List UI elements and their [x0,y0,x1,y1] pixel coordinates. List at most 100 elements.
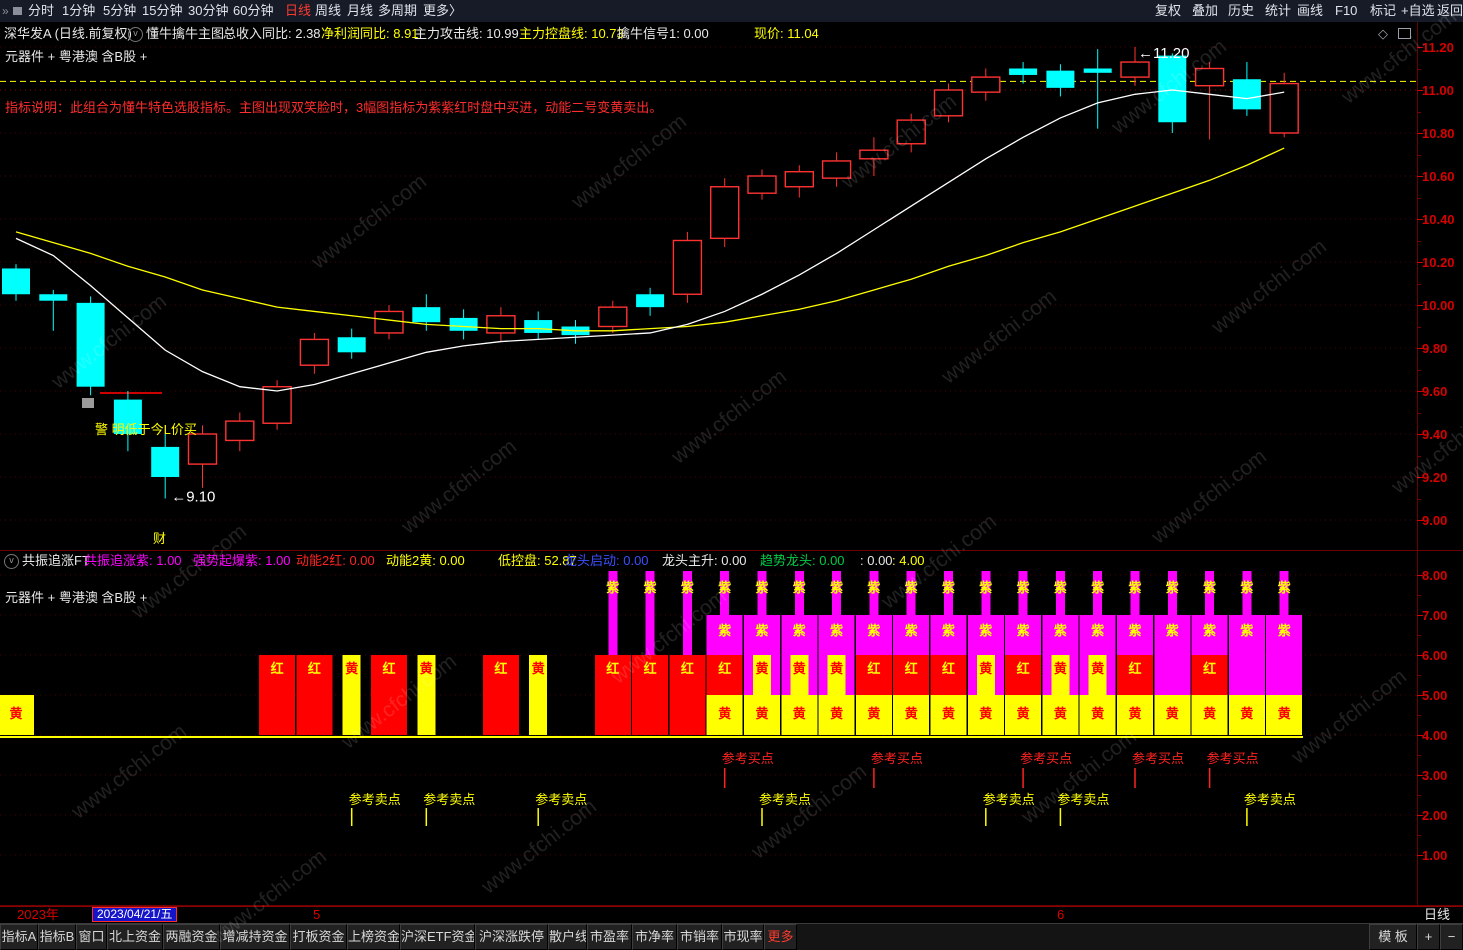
window-icon[interactable] [13,7,22,15]
axis-tick [1417,90,1423,91]
bar-label: 黄 [718,706,731,721]
toolbar-button[interactable]: 市现率 [722,924,764,950]
top-menu-item[interactable]: 复权 [1155,3,1182,18]
axis-tick-minor [1417,240,1421,242]
toolbar-button[interactable]: 增减持资金 [220,924,290,950]
axis-tick-minor [1417,715,1421,716]
toolbar-button[interactable]: − [1440,924,1463,950]
top-menu-item[interactable]: F10 [1335,3,1358,18]
bar-label: 红 [494,661,507,676]
period-item[interactable]: 多周期 [378,3,418,18]
popout-window-icon[interactable] [1398,28,1411,39]
candle [486,315,516,334]
bar-label: 紫 [979,580,992,595]
sub-indicator-value: : 0.00 [860,553,893,568]
news-marker[interactable]: 财 [153,531,166,546]
indicator-bar [855,655,892,695]
bar-label: 紫 [793,623,806,638]
bar-label: 紫 [867,623,880,638]
period-item[interactable]: 1分钟 [62,3,96,18]
toolbar-button[interactable]: 模 板 [1369,924,1417,950]
indicator-bar [1079,695,1116,735]
toolbar-button[interactable]: 市净率 [632,924,677,950]
indicator-bar [1042,695,1079,735]
toolbar-button[interactable]: 更多 [764,924,797,950]
bar-label: 紫 [1054,580,1067,595]
toolbar-button[interactable]: 指标B [38,924,76,950]
sell-point-marker: 参考卖点 [535,792,587,807]
signal-histogram-chart[interactable]: 黄红红黄红黄红黄紫红紫红紫红紫紫红黄紫紫黄黄紫紫黄黄紫紫黄黄紫紫红黄紫紫红黄紫紫… [0,552,1417,905]
toolbar-button[interactable]: 打板资金 [290,924,347,950]
period-item[interactable]: 日线 [285,3,312,18]
top-menu-item[interactable]: 历史 [1228,3,1255,18]
top-menu-bar: » 分时 1分钟 5分钟 15分钟 30分钟 60分钟 日线 周线 月线 多周期 更多〉 复权 叠加历… [0,0,1463,22]
sub-indicator-dropdown-icon[interactable]: v [4,554,19,569]
toolbar-button[interactable]: 市盈率 [587,924,632,950]
diamond-icon[interactable]: ◇ [1378,26,1388,41]
sector-tags[interactable]: 元器件 + 粤港澳 含B股 + [5,49,148,64]
bar-label: 黄 [755,706,768,721]
period-item[interactable]: 周线 [315,3,342,18]
indicator-dropdown-icon[interactable]: v [128,27,143,42]
top-menu-item[interactable]: 叠加 [1192,3,1219,18]
ma-line-yellow [15,147,1285,332]
bar-label: 红 [1017,661,1030,676]
axis-tick-minor [1417,755,1421,756]
bar-label: 红 [382,661,395,676]
toolbar-button[interactable]: 两融资金 [163,924,220,950]
indicator-value: 主力控盘线: 10.73 [519,26,624,41]
bar-label: 黄 [1017,706,1030,721]
ma-line-white [15,89,1285,392]
toolbar-button[interactable]: + [1417,924,1440,950]
bar-label: 紫 [905,580,918,595]
toolbar-button[interactable]: 上榜资金 [347,924,400,950]
indicator-bar [1191,655,1228,695]
period-item[interactable]: 60分钟 [233,3,274,18]
bar-label: 紫 [644,580,657,595]
sector-tags: 元器件 + 粤港澳 含B股 + [5,590,148,605]
bar-label: 紫 [1128,580,1141,595]
toolbar-button[interactable]: 北上资金 [107,924,163,950]
top-menu-item[interactable]: 统计 [1265,3,1292,18]
main-indicator-name[interactable]: 懂牛擒牛主图 [146,26,225,41]
bottom-toolbar: 指标A 指标B 窗口 北上资金 两融资金 增减持资金 打板资金 上榜资金 沪深ETF资金 沪深涨跌… [0,923,1463,950]
bar-label: 紫 [1278,623,1291,638]
bar-label: 紫 [1240,580,1253,595]
period-item[interactable]: 30分钟 [188,3,229,18]
toolbar-button[interactable]: 沪深ETF资金 [400,924,475,950]
toolbar-button[interactable]: 沪深涨跌停 [475,924,548,950]
top-menu-item[interactable]: 画线 [1297,3,1324,18]
bar-label: 黄 [1054,706,1067,721]
toolbar-button[interactable]: 散户线 [548,924,587,950]
axis-tick [1417,305,1423,306]
axis-label: 10.80 [1422,126,1455,141]
candle [151,446,180,477]
period-item[interactable]: 更多〉 [423,3,463,18]
period-item[interactable]: 月线 [347,3,374,18]
axis-tick-minor [1417,326,1421,328]
period-item[interactable]: 15分钟 [142,3,183,18]
top-menu-item[interactable]: 返回 [1437,3,1463,18]
toolbar-button[interactable]: 指标A [0,924,38,950]
axis-label: 5.00 [1422,688,1448,703]
axis-tick-minor [1417,595,1421,596]
sub-indicator-name[interactable]: 共振追涨FT [22,553,90,568]
toolbar-button[interactable]: 窗口 [76,924,107,950]
period-item[interactable]: 分时 [28,3,55,18]
indicator-bar [1055,571,1065,615]
top-menu-item[interactable]: 标记 [1370,3,1397,18]
bar-label: 黄 [1054,661,1067,676]
time-axis-row[interactable]: 2023年 2023/04/21/五 5 6 日线 [0,906,1463,923]
indicator-bar [818,695,855,735]
buy-point-marker: 参考买点 [722,751,774,766]
indicator-bar [1117,655,1153,695]
sell-point-marker: 参考卖点 [1057,792,1109,807]
period-item[interactable]: 5分钟 [103,3,137,18]
top-menu-item[interactable]: +自选 [1401,3,1435,18]
toolbar-button[interactable]: 市销率 [677,924,722,950]
indicator-bar [893,695,930,735]
collapse-icon[interactable]: » [2,4,9,18]
axis-tick-minor [1417,412,1421,414]
indicator-bar [342,655,361,735]
